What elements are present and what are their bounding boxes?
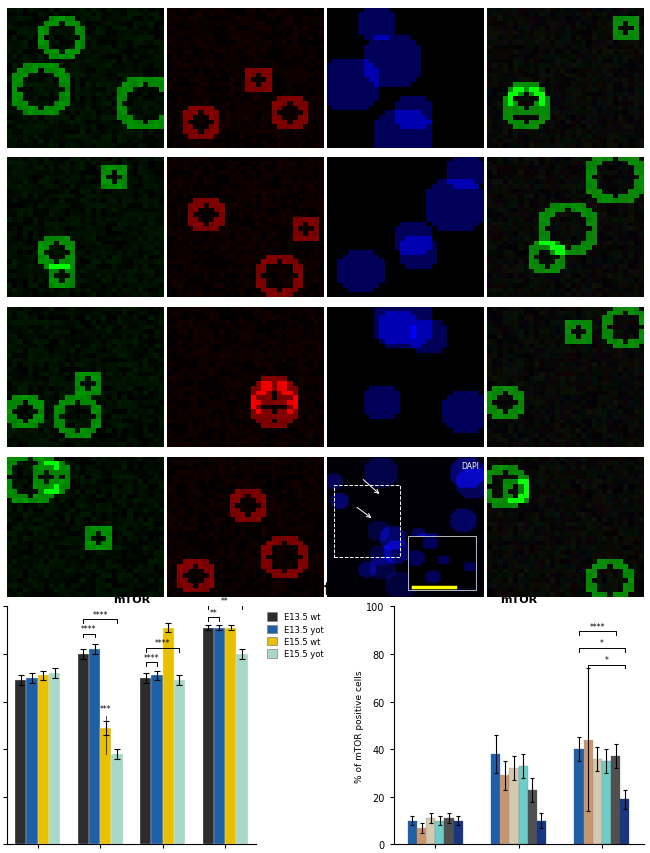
- FancyBboxPatch shape: [3, 304, 167, 451]
- Bar: [620, 799, 629, 844]
- Y-axis label: % of mTOR positive cells: % of mTOR positive cells: [354, 670, 363, 781]
- Text: yotari: yotari: [27, 585, 47, 591]
- Bar: [528, 790, 537, 844]
- Bar: [78, 654, 89, 844]
- Text: MERGED: MERGED: [606, 13, 639, 21]
- Bar: [49, 673, 60, 844]
- Bar: [500, 775, 510, 844]
- Text: *: *: [604, 655, 608, 664]
- Text: MERGED: MERGED: [606, 461, 639, 470]
- Text: RIP5: RIP5: [302, 461, 318, 470]
- Bar: [214, 628, 225, 844]
- FancyBboxPatch shape: [323, 304, 488, 451]
- Bar: [510, 769, 519, 844]
- Bar: [611, 757, 620, 844]
- Bar: [445, 818, 454, 844]
- Text: yotari: yotari: [32, 287, 52, 293]
- Text: a: a: [11, 13, 19, 23]
- Text: DAPI: DAPI: [461, 311, 479, 321]
- Bar: [89, 649, 100, 844]
- Text: wild type: wild type: [27, 436, 59, 442]
- FancyBboxPatch shape: [162, 4, 327, 153]
- Title: mTOR: mTOR: [500, 595, 537, 605]
- Text: mTOR: mTOR: [135, 461, 159, 470]
- Text: d: d: [11, 461, 19, 471]
- Text: mTOR: mTOR: [135, 162, 159, 171]
- Text: MERGED: MERGED: [606, 162, 639, 171]
- Bar: [519, 766, 528, 844]
- Bar: [237, 654, 248, 844]
- Text: RIP5: RIP5: [302, 162, 318, 171]
- FancyBboxPatch shape: [3, 154, 167, 302]
- Bar: [426, 818, 436, 844]
- Text: ****: ****: [155, 639, 170, 647]
- Bar: [537, 821, 546, 844]
- Text: b: b: [11, 162, 19, 172]
- Bar: [225, 628, 237, 844]
- Text: mTOR: mTOR: [135, 311, 159, 321]
- FancyBboxPatch shape: [323, 4, 488, 153]
- Text: DAPI: DAPI: [461, 162, 479, 171]
- Bar: [111, 754, 123, 844]
- Legend: E13.5 wt, E13.5 yot, E15.5 wt, E15.5 yot: E13.5 wt, E13.5 yot, E15.5 wt, E15.5 yot: [265, 611, 325, 660]
- Bar: [15, 681, 27, 844]
- Text: RIP5: RIP5: [302, 13, 318, 21]
- FancyBboxPatch shape: [162, 304, 327, 451]
- Bar: [38, 676, 49, 844]
- FancyBboxPatch shape: [162, 453, 327, 601]
- FancyBboxPatch shape: [483, 4, 647, 153]
- Text: *: *: [600, 639, 604, 647]
- Bar: [454, 821, 463, 844]
- Bar: [140, 678, 151, 844]
- Text: ****: ****: [590, 622, 605, 631]
- Bar: [491, 754, 500, 844]
- FancyBboxPatch shape: [323, 154, 488, 302]
- Bar: [584, 740, 593, 844]
- FancyBboxPatch shape: [483, 154, 647, 302]
- Text: P14: P14: [11, 585, 27, 591]
- Text: E15.5 wild type: E15.5 wild type: [11, 136, 65, 142]
- Bar: [575, 749, 584, 844]
- Text: DAPI: DAPI: [461, 13, 479, 21]
- Text: c: c: [11, 311, 18, 322]
- Bar: [408, 821, 417, 844]
- FancyBboxPatch shape: [408, 537, 476, 590]
- Bar: [417, 827, 426, 844]
- Bar: [602, 761, 611, 844]
- FancyBboxPatch shape: [162, 154, 327, 302]
- FancyBboxPatch shape: [3, 4, 167, 153]
- Title: mTOR: mTOR: [113, 595, 150, 605]
- Bar: [436, 821, 445, 844]
- FancyBboxPatch shape: [483, 453, 647, 601]
- Bar: [27, 678, 38, 844]
- Bar: [174, 681, 185, 844]
- Bar: [162, 628, 174, 844]
- Text: ***: ***: [100, 705, 112, 714]
- Text: ****: ****: [92, 610, 108, 619]
- Text: **: **: [210, 608, 218, 617]
- Text: E15.5: E15.5: [11, 287, 33, 293]
- Text: MERGED: MERGED: [606, 311, 639, 321]
- Text: P14: P14: [11, 436, 27, 442]
- Bar: [151, 676, 162, 844]
- Text: mTOR: mTOR: [135, 13, 159, 21]
- Bar: [100, 728, 111, 844]
- FancyBboxPatch shape: [3, 453, 167, 601]
- FancyBboxPatch shape: [483, 304, 647, 451]
- Text: RIP5: RIP5: [302, 311, 318, 321]
- Text: ****: ****: [81, 624, 97, 634]
- Text: f: f: [324, 581, 331, 599]
- Bar: [203, 628, 214, 844]
- Bar: [593, 759, 602, 844]
- Text: **: **: [221, 596, 229, 605]
- Text: ****: ****: [144, 653, 159, 662]
- Text: DAPI: DAPI: [461, 461, 479, 470]
